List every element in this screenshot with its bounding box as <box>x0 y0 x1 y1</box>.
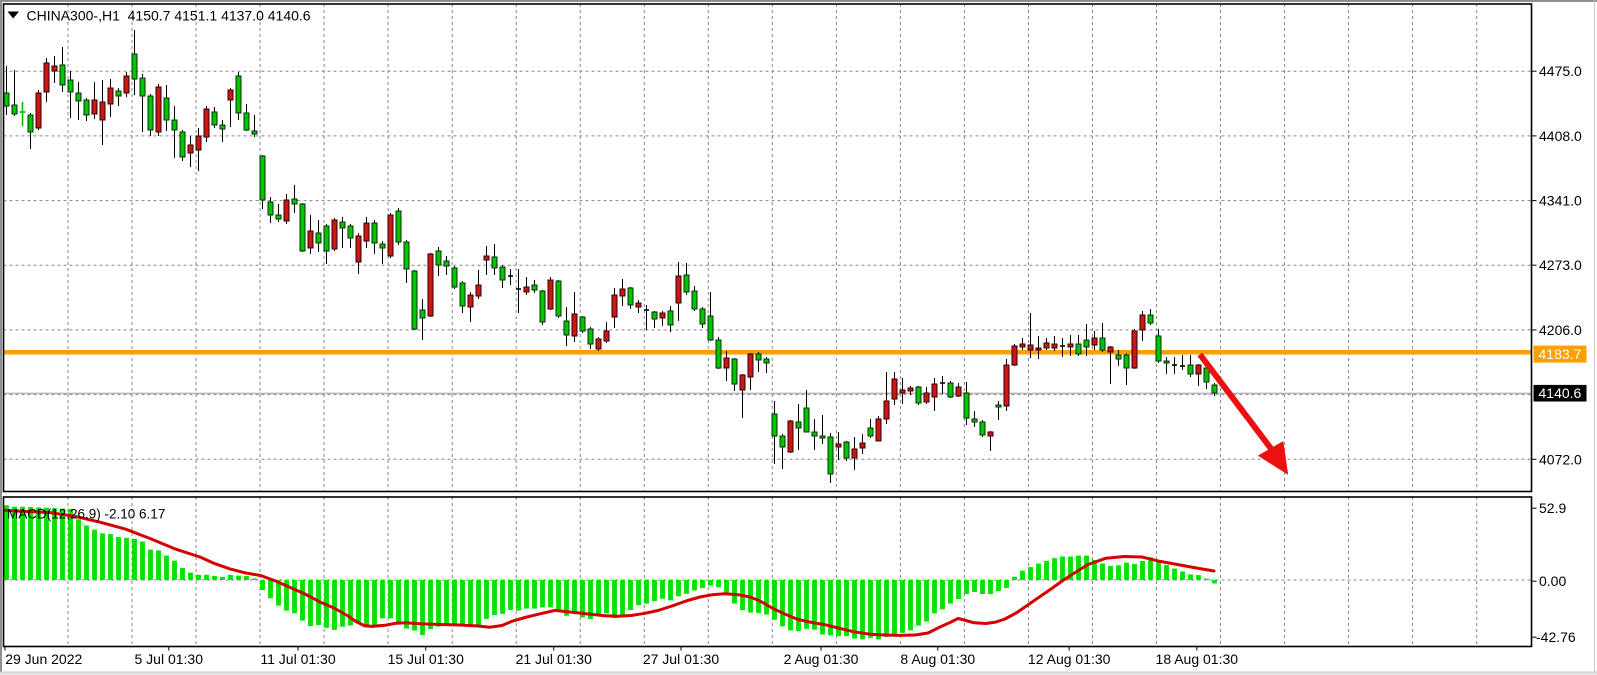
svg-text:4140.6: 4140.6 <box>1539 385 1582 401</box>
svg-text:21 Jul 01:30: 21 Jul 01:30 <box>516 651 592 667</box>
svg-text:4408.0: 4408.0 <box>1539 128 1582 144</box>
svg-text:8 Aug 01:30: 8 Aug 01:30 <box>900 651 975 667</box>
svg-text:2 Aug 01:30: 2 Aug 01:30 <box>784 651 859 667</box>
svg-text:4341.0: 4341.0 <box>1539 193 1582 209</box>
svg-text:15 Jul 01:30: 15 Jul 01:30 <box>388 651 464 667</box>
svg-text:27 Jul 01:30: 27 Jul 01:30 <box>643 651 719 667</box>
svg-text:5 Jul 01:30: 5 Jul 01:30 <box>135 651 204 667</box>
svg-text:4273.0: 4273.0 <box>1539 257 1582 273</box>
svg-text:18 Aug 01:30: 18 Aug 01:30 <box>1156 651 1239 667</box>
svg-text:4475.0: 4475.0 <box>1539 63 1582 79</box>
svg-text:4072.0: 4072.0 <box>1539 451 1582 467</box>
svg-text:52.9: 52.9 <box>1539 500 1566 516</box>
svg-text:29 Jun 2022: 29 Jun 2022 <box>5 651 82 667</box>
svg-text:0.00: 0.00 <box>1539 573 1566 589</box>
svg-text:4183.7: 4183.7 <box>1539 346 1582 362</box>
svg-text:-42.76: -42.76 <box>1536 629 1576 645</box>
svg-text:12 Aug 01:30: 12 Aug 01:30 <box>1028 651 1111 667</box>
svg-text:MACD(12,26,9) -2.10 6.17: MACD(12,26,9) -2.10 6.17 <box>7 507 165 522</box>
svg-text:11 Jul 01:30: 11 Jul 01:30 <box>260 651 335 667</box>
svg-text:4206.0: 4206.0 <box>1539 322 1582 338</box>
svg-text:CHINA300-,H1 4150.7 4151.1 41: CHINA300-,H1 4150.7 4151.1 4137.0 4140.6 <box>27 8 311 24</box>
